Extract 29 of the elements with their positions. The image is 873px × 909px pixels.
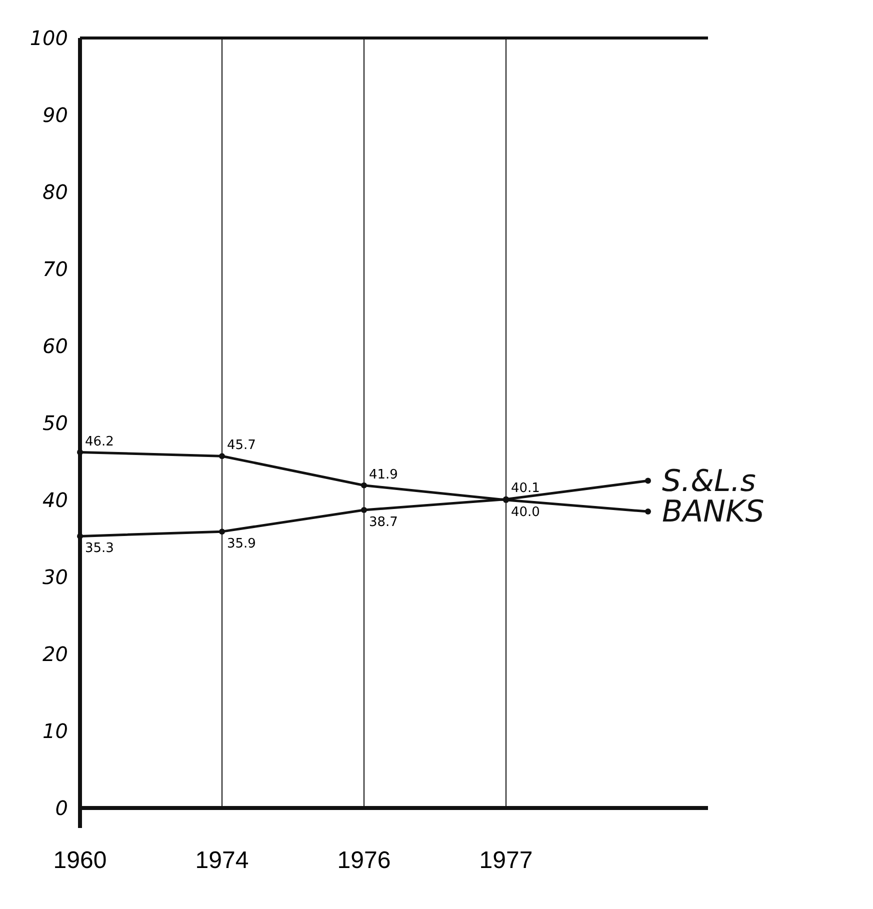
point — [645, 508, 651, 515]
point — [361, 507, 367, 514]
data-label: 40.1 — [511, 481, 540, 496]
y-tick-label: 70 — [42, 257, 68, 281]
y-tick-label: 20 — [42, 642, 68, 666]
y-tick-label: 30 — [42, 565, 68, 589]
x-tick-label: 1974 — [195, 847, 249, 874]
data-label: 35.3 — [85, 541, 114, 556]
data-label: 38.7 — [369, 515, 398, 530]
point — [361, 482, 367, 488]
y-tick-label: 80 — [42, 180, 68, 204]
data-label: 40.0 — [511, 505, 540, 520]
y-tick-label: 100 — [30, 26, 68, 50]
point — [219, 528, 225, 535]
point — [219, 453, 225, 460]
x-tick-label: 1960 — [53, 847, 107, 874]
y-tick-label: 40 — [42, 488, 68, 512]
point — [645, 478, 651, 484]
y-tick-label: 50 — [42, 411, 68, 435]
x-tick-label: 1976 — [337, 847, 391, 874]
y-tick-label: 60 — [42, 334, 68, 358]
data-label: 41.9 — [369, 467, 398, 482]
data-label: 45.7 — [227, 438, 256, 454]
data-label: 46.2 — [85, 434, 114, 450]
x-tick-label: 1977 — [479, 847, 533, 874]
y-tick-label: 10 — [42, 719, 68, 743]
data-label: 35.9 — [227, 536, 256, 552]
y-tick-label: 90 — [42, 103, 68, 127]
y-tick-label: 0 — [55, 796, 68, 820]
